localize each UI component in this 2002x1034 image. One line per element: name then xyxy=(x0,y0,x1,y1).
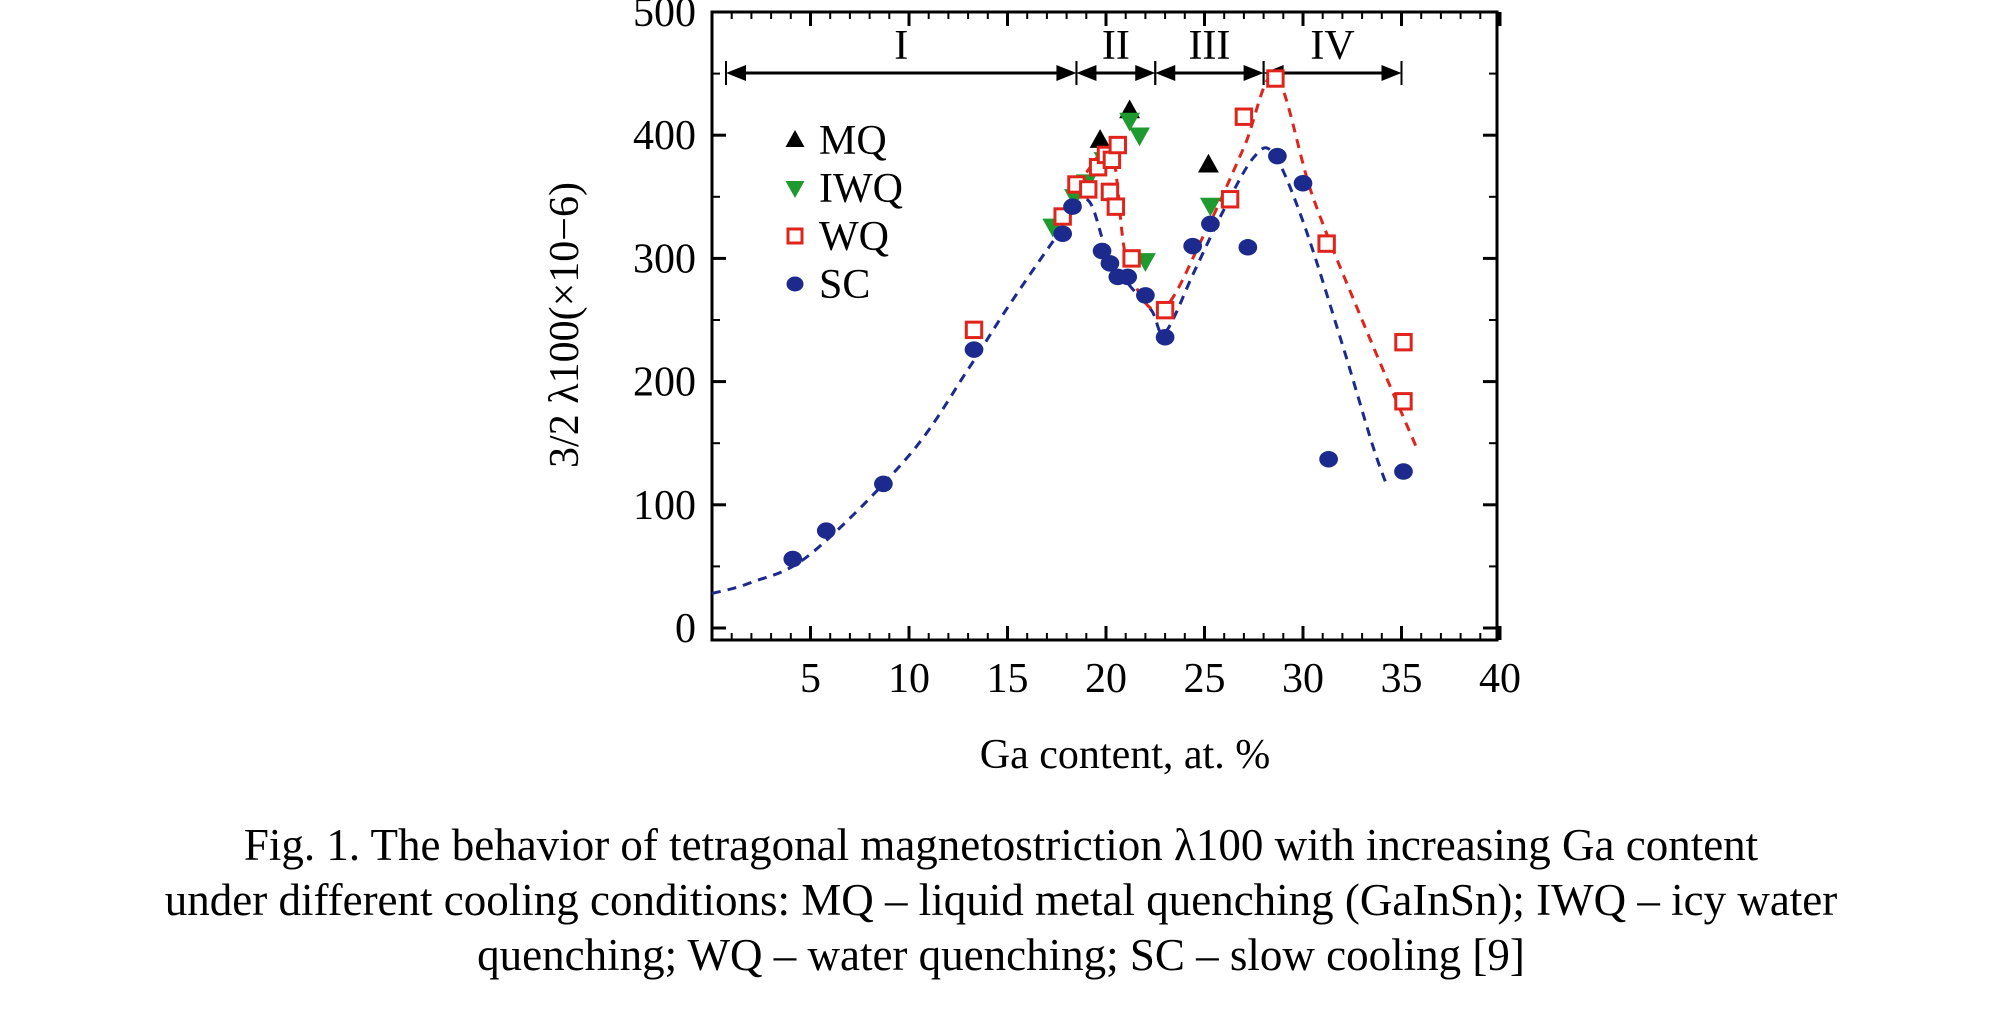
region-arrowhead-left xyxy=(1076,65,1097,81)
point-sc xyxy=(1092,242,1112,260)
fit-line-wq xyxy=(1085,73,1419,450)
region-label: III xyxy=(1188,23,1230,69)
y-tick-label: 0 xyxy=(675,606,696,652)
point-sc xyxy=(1394,463,1413,480)
y-tick-label: 100 xyxy=(633,483,696,529)
point-sc xyxy=(1136,287,1155,304)
point-wq xyxy=(1122,249,1141,268)
x-tick-label: 5 xyxy=(800,656,821,702)
x-tick-label: 25 xyxy=(1184,656,1226,702)
region-arrowhead-right xyxy=(1243,65,1264,81)
point-sc xyxy=(1268,147,1287,165)
plot-frame xyxy=(710,10,1499,642)
point-sc xyxy=(1118,268,1138,286)
point-wq xyxy=(1108,135,1128,155)
data-points xyxy=(783,69,1413,568)
axis-labels: Ga content, at. % 3/2 λ100(×10−6) xyxy=(542,182,1270,778)
point-iwq xyxy=(1129,127,1150,147)
caption-line-2: under different cooling conditions: MQ –… xyxy=(164,875,1838,925)
point-wq xyxy=(1317,234,1336,253)
point-iwq xyxy=(1119,112,1141,132)
point-wq xyxy=(1102,150,1122,170)
y-tick-label: 500 xyxy=(633,0,696,36)
figure-caption: Fig. 1. The behavior of tetragonal magne… xyxy=(0,818,2002,983)
y-axis-label: 3/2 λ100(×10−6) xyxy=(542,182,588,468)
x-axis-label: Ga content, at. % xyxy=(980,732,1270,778)
point-sc xyxy=(1063,198,1082,215)
y-tick-label: 200 xyxy=(633,360,696,406)
legend-marker-iwq xyxy=(785,181,805,198)
region-arrowhead-right xyxy=(1135,65,1156,81)
region-label: II xyxy=(1102,23,1130,69)
x-tick-label: 20 xyxy=(1085,656,1127,702)
point-wq xyxy=(1234,107,1254,126)
legend-label-mq: MQ xyxy=(819,118,887,164)
region-label: I xyxy=(894,23,908,69)
point-sc xyxy=(874,475,893,493)
y-tick-label: 300 xyxy=(633,236,696,282)
region-label: IV xyxy=(1310,23,1354,69)
point-sc xyxy=(1183,237,1203,255)
legend-marker-wq xyxy=(786,227,804,245)
point-iwq xyxy=(1199,197,1221,217)
point-wq xyxy=(1106,197,1126,216)
point-sc xyxy=(1319,450,1338,468)
point-sc xyxy=(816,522,836,539)
x-tick-label: 15 xyxy=(987,656,1029,702)
region-arrowhead-right xyxy=(1056,65,1077,81)
x-tick-label: 30 xyxy=(1282,656,1324,702)
region-arrowhead-left xyxy=(1155,65,1176,81)
point-wq xyxy=(1266,69,1285,88)
x-tick-label: 40 xyxy=(1479,656,1521,702)
point-sc xyxy=(1155,328,1175,346)
fit-lines xyxy=(711,73,1419,595)
caption-line-3: quenching; WQ – water quenching; SC – sl… xyxy=(477,930,1525,980)
caption-line-1: Fig. 1. The behavior of tetragonal magne… xyxy=(243,820,1759,870)
region-arrowhead-left xyxy=(726,65,746,81)
point-sc xyxy=(783,550,803,568)
point-wq xyxy=(1079,180,1098,199)
point-wq xyxy=(1155,300,1175,320)
region-annotations: I II III IV xyxy=(725,23,1403,85)
legend-marker-sc xyxy=(786,276,804,292)
point-sc xyxy=(1238,239,1258,256)
point-sc xyxy=(964,341,984,358)
point-sc xyxy=(1100,255,1120,272)
fit-line-sc xyxy=(711,146,1388,595)
point-mq xyxy=(1197,153,1219,173)
legend-marker-mq xyxy=(785,130,805,147)
point-sc xyxy=(1053,225,1073,243)
x-tick-label: 10 xyxy=(888,656,930,702)
point-wq xyxy=(1100,182,1120,202)
legend-label-sc: SC xyxy=(819,262,870,308)
point-wq xyxy=(1394,392,1413,411)
y-tick-label: 400 xyxy=(633,113,696,159)
legend-label-wq: WQ xyxy=(819,214,889,260)
point-wq xyxy=(1220,190,1240,209)
axes: 0 100 200 300 400 500 5 10 15 20 25 30 35 40 xyxy=(633,0,1521,702)
point-mq xyxy=(1089,129,1111,148)
point-sc xyxy=(1293,174,1313,192)
x-tick-label: 35 xyxy=(1381,656,1423,702)
point-sc xyxy=(1201,215,1220,233)
point-wq xyxy=(964,320,984,340)
point-wq xyxy=(1394,332,1413,352)
region-arrowhead-right xyxy=(1381,65,1402,81)
legend-label-iwq: IWQ xyxy=(819,166,903,212)
